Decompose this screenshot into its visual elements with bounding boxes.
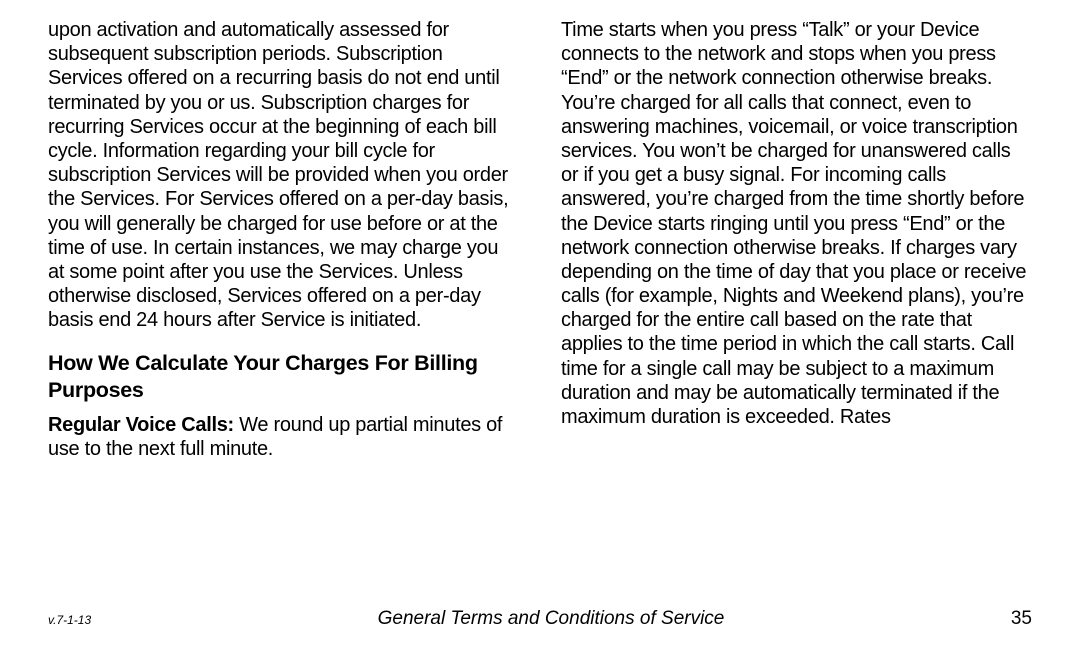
body-paragraph: Regular Voice Calls: We round up partial… <box>48 413 519 461</box>
version-label: v.7-1-13 <box>48 613 91 627</box>
run-in-label: Regular Voice Calls: <box>48 414 234 436</box>
column-left: upon activation and automatically assess… <box>48 18 519 590</box>
section-heading: How We Calculate Your Charges For Billin… <box>48 350 519 402</box>
column-right: Time starts when you press “Talk” or you… <box>561 18 1032 590</box>
body-paragraph: upon activation and automatically assess… <box>48 18 519 332</box>
page-number: 35 <box>1011 608 1032 630</box>
content-columns: upon activation and automatically assess… <box>48 18 1032 590</box>
body-paragraph: Time starts when you press “Talk” or you… <box>561 18 1032 429</box>
page-footer: v.7-1-13 General Terms and Conditions of… <box>48 608 1032 630</box>
footer-title: General Terms and Conditions of Service <box>91 608 1011 630</box>
